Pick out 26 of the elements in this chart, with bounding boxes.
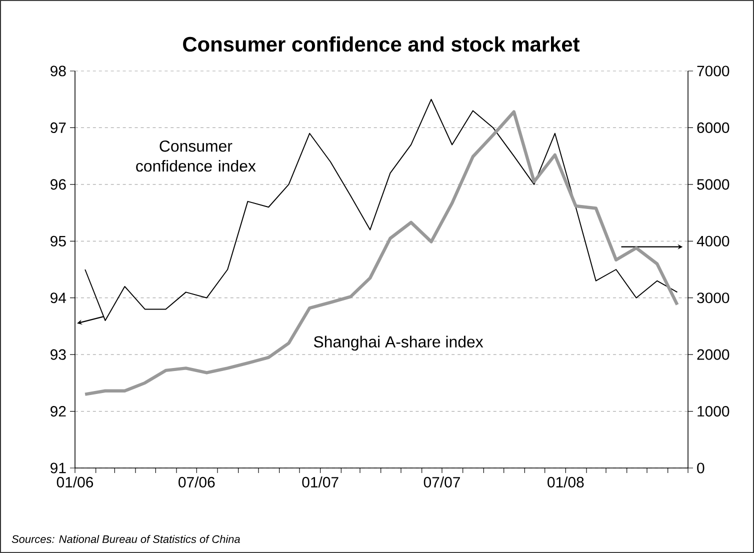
x-tick-label: 07/06 — [178, 476, 215, 488]
y-tick-label: 95 — [50, 236, 66, 246]
x-tick-label: 01/07 — [302, 476, 338, 488]
y-tick-label: 92 — [50, 406, 66, 417]
y-tick-label: 93 — [50, 349, 66, 360]
y2-tick-label: 4000 — [696, 236, 730, 246]
line-series — [83, 110, 679, 396]
y2-tick-label: 6000 — [697, 122, 730, 133]
chart-title: Consumer confidence and stock market — [183, 36, 580, 52]
y-tick-label: 94 — [50, 292, 66, 304]
series-label: Consumer confidence index — [136, 140, 256, 172]
y-tick-label: 97 — [50, 122, 66, 133]
source-note: Sources: National Bureau of Statistics of China — [12, 534, 240, 544]
y-tick-label: 96 — [50, 179, 66, 190]
series-label: Shanghai A-share index — [314, 336, 484, 351]
x-tick-label: 01/08 — [548, 476, 584, 488]
y-tick-label: 91 — [50, 462, 66, 474]
x-tick-label: 07/07 — [424, 476, 460, 488]
y2-tick-label: 1000 — [698, 406, 730, 417]
y2-tick-label: 5000 — [697, 179, 730, 190]
x-tick-label: 01/06 — [56, 476, 94, 488]
y-tick-label: 98 — [50, 66, 66, 76]
y2-tick-label: 3000 — [697, 292, 730, 304]
y2-tick-label: 2000 — [697, 349, 730, 360]
y2-tick-label: 0 — [697, 462, 704, 474]
y2-tick-label: 7000 — [697, 66, 730, 76]
